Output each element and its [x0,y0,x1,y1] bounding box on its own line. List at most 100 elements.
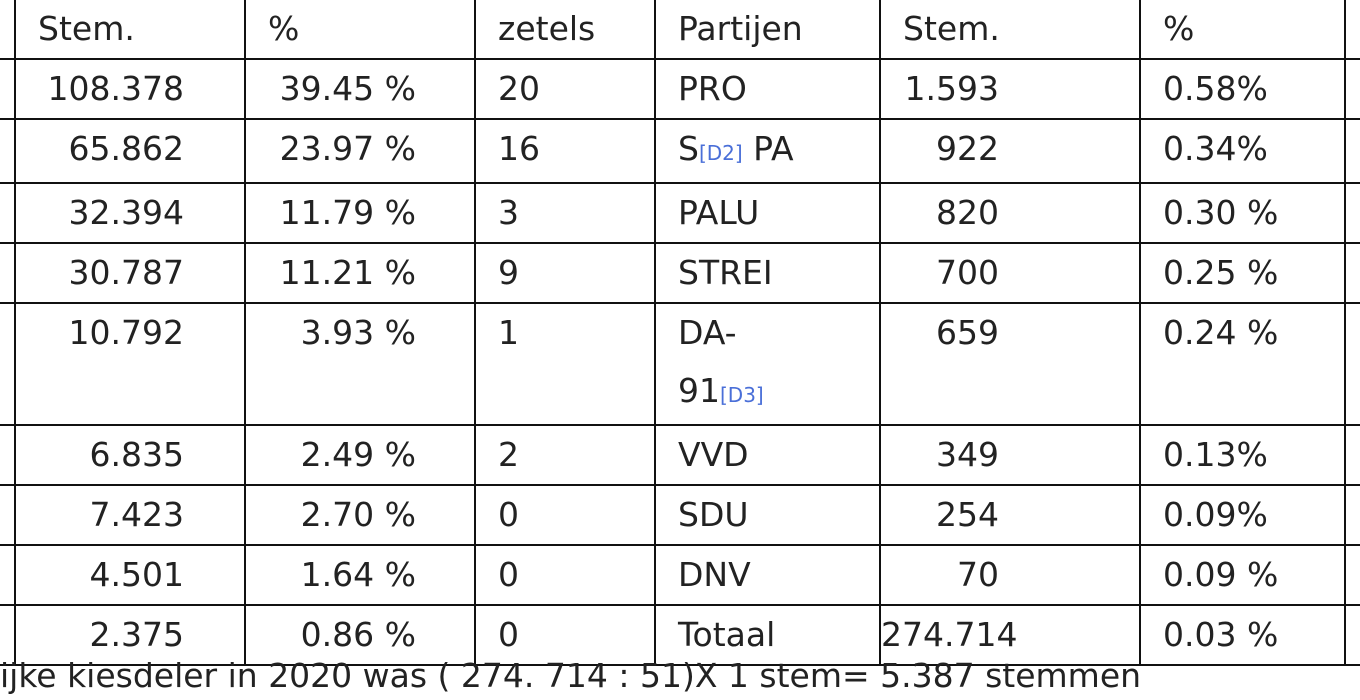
data-cell: PALU [654,182,881,244]
table-edge-cell [1344,182,1360,244]
table-edge-cell [0,424,16,486]
table-edge-cell [1344,58,1360,120]
data-cell: 2 [474,424,656,486]
cell-text: 10.792 [68,313,184,352]
party-name: S[D2] PA [678,129,794,168]
data-cell: VVD [654,424,881,486]
data-cell: 2.375 [14,604,246,666]
cell-text: 23.97 % [279,129,416,168]
data-cell: 10.792 [14,302,246,426]
table-edge-cell [1344,302,1360,426]
footnote-ref: [D3] [720,383,764,407]
cell-text: 39.45 % [279,69,416,108]
cell-text: 0.34% [1163,129,1268,168]
data-cell: 9 [474,242,656,304]
party-name: PALU [678,193,759,232]
data-cell: 0.25 % [1139,242,1346,304]
cell-text: 3 [498,193,519,232]
data-cell: SDU [654,484,881,546]
cell-text: 70 [957,555,999,594]
header-cell: Partijen [654,0,881,60]
cell-text: 0.86 % [300,615,416,654]
data-row: 30.787 11.21 % 9 STREI 700 0.25 % [0,242,1360,304]
data-cell: STREI [654,242,881,304]
header-text: Partijen [678,9,803,48]
data-row: 108.378 39.45 % 20 PRO 1.593 0.58% [0,58,1360,120]
data-cell: 0.24 % [1139,302,1346,426]
footer-text: ijke kiesdeler in 2020 was ( 274. 714 : … [0,656,1142,695]
cell-text: 0 [498,615,519,654]
cell-text: 16 [498,129,540,168]
party-name: Totaal [678,615,775,654]
data-cell: 0.09 % [1139,544,1346,606]
table-edge-cell [1344,242,1360,304]
results-table: Stem.% zetels Partijen Stem.% 108.378 39.45 %… [0,0,1360,666]
data-cell: 108.378 [14,58,246,120]
table-edge-cell [0,58,16,120]
data-cell: 254 [879,484,1141,546]
table-edge-cell [0,182,16,244]
header-cell: % [1139,0,1346,60]
table-edge-cell [1344,424,1360,486]
cell-text: 0.25 % [1163,253,1279,292]
cell-text: 820 [936,193,999,232]
party-name: SDU [678,495,749,534]
party-text: VVD [678,435,749,474]
data-cell: 0 [474,604,656,666]
cell-text: 0.03 % [1163,615,1279,654]
data-cell: 1 [474,302,656,426]
data-cell: 20 [474,58,656,120]
header-row: Stem.% zetels Partijen Stem.% [0,0,1360,60]
footnote-ref: [D2] [698,141,743,165]
data-cell: 1.593 [879,58,1141,120]
cell-text: 2.49 % [300,435,416,474]
header-cell: Stem. [879,0,1141,60]
data-cell: 11.21 % [244,242,476,304]
data-cell: 30.787 [14,242,246,304]
table-edge-cell [0,544,16,606]
cell-text: 2.70 % [300,495,416,534]
cell-text: 2.375 [89,615,184,654]
data-row: 10.792 3.93 % 1 DA-91[D3] 659 0.24 % [0,302,1360,426]
data-row: 7.423 2.70 % 0 SDU 254 0.09% [0,484,1360,546]
table-edge-cell [1344,544,1360,606]
party-text: Totaal [678,615,776,654]
data-cell: 349 [879,424,1141,486]
party-text: S [678,129,699,168]
party-name: PRO [678,69,747,108]
cell-text: 1.593 [904,69,999,108]
cell-text: 274.714 [881,615,1018,654]
cell-text: 0.13% [1163,435,1268,474]
table-edge-cell [1344,0,1360,60]
party-name: STREI [678,253,773,292]
data-cell: 700 [879,242,1141,304]
data-cell: 16 [474,118,656,184]
cell-text: 65.862 [68,129,184,168]
table-edge-cell [0,118,16,184]
table-edge-cell [0,242,16,304]
data-cell: 3.93 % [244,302,476,426]
data-row: 6.835 2.49 % 2 VVD 349 0.13% [0,424,1360,486]
party-text: PA [742,129,794,168]
table-edge-cell [0,0,16,60]
header-text: % [268,9,300,48]
data-cell: 0 [474,484,656,546]
data-cell: 6.835 [14,424,246,486]
data-cell: PRO [654,58,881,120]
cell-text: 11.21 % [279,253,416,292]
table-edge-cell [1344,118,1360,184]
data-cell: 0.30 % [1139,182,1346,244]
data-cell: 1.64 % [244,544,476,606]
data-cell: 11.79 % [244,182,476,244]
data-cell: S[D2] PA [654,118,881,184]
cell-text: 922 [936,129,999,168]
data-cell: DA-91[D3] [654,302,881,426]
data-cell: 3 [474,182,656,244]
data-cell: 0.86 % [244,604,476,666]
data-cell: 0 [474,544,656,606]
data-cell: 65.862 [14,118,246,184]
table-edge-cell [0,604,16,666]
header-text: Stem. [38,9,135,48]
cell-text: 30.787 [68,253,184,292]
data-cell: DNV [654,544,881,606]
